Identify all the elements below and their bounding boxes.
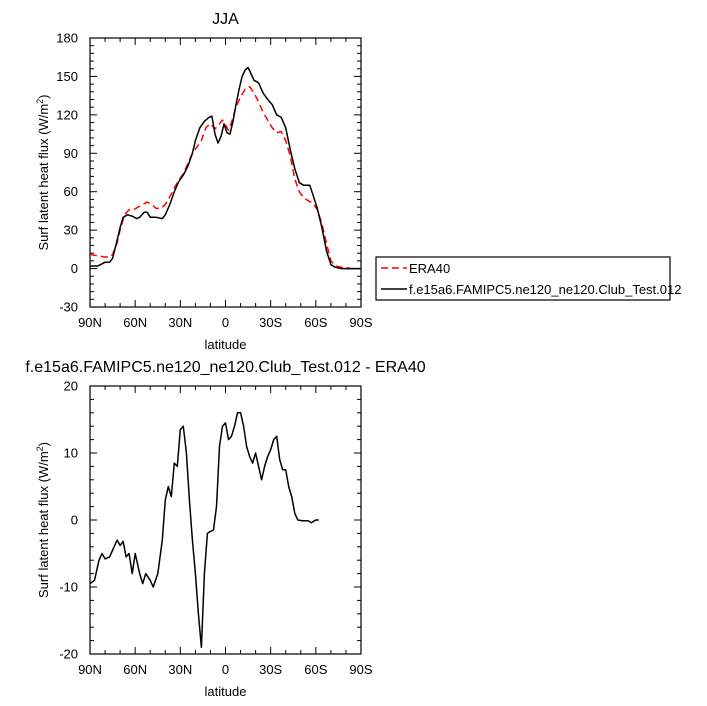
y-tick-label: 180 <box>56 31 78 46</box>
y-tick-label: -10 <box>59 580 78 595</box>
y-tick-label: 20 <box>64 379 78 394</box>
x-tick-label: 30S <box>259 662 282 677</box>
y-tick-label: 60 <box>64 184 78 199</box>
y-tick-label: 120 <box>56 107 78 122</box>
legend-box <box>375 256 671 301</box>
x-tick-label: 90S <box>349 662 372 677</box>
series-line-f-e15a6-famipc5-ne120-ne120-club-test-012 <box>90 66 361 270</box>
x-tick-label: 60S <box>304 315 327 330</box>
x-tick-label: 90S <box>349 315 372 330</box>
series-line-difference <box>89 412 319 649</box>
y-tick-label: 30 <box>64 223 78 238</box>
top-title: JJA <box>212 11 239 28</box>
y-tick-label: -30 <box>59 300 78 315</box>
y-tick-label: 150 <box>56 69 78 84</box>
x-tick-label: 90N <box>78 315 102 330</box>
series-line-era40 <box>89 85 361 270</box>
legend-label-model: f.e15a6.FAMIPC5.ne120_ne120.Club_Test.01… <box>409 282 681 297</box>
y-tick-label: 10 <box>64 446 78 461</box>
x-tick-label: 60N <box>123 662 147 677</box>
bottom-x-axis-label: latitude <box>205 684 247 699</box>
x-tick-label: 0 <box>222 315 229 330</box>
top-panel: JJA 90N 60N 30N 0 30S 60S 90S -30 0 30 60 90 120 150 1… <box>35 11 373 352</box>
bottom-title: f.e15a6.FAMIPC5.ne120_ne120.Club_Test.01… <box>25 359 425 376</box>
x-tick-label: 30S <box>259 315 282 330</box>
top-plot-frame <box>89 37 362 308</box>
top-x-axis-label: latitude <box>205 337 247 352</box>
x-tick-label: 90N <box>78 662 102 677</box>
x-tick-label: 30N <box>168 315 192 330</box>
legend-label-era40: ERA40 <box>409 261 450 276</box>
x-tick-label: 60N <box>123 315 147 330</box>
x-tick-label: 0 <box>222 662 229 677</box>
y-tick-label: 0 <box>71 261 78 276</box>
legend: ERA40 f.e15a6.FAMIPC5.ne120_ne120.Club_T… <box>375 256 681 301</box>
y-tick-label: 0 <box>71 513 78 528</box>
bottom-panel: f.e15a6.FAMIPC5.ne120_ne120.Club_Test.01… <box>25 359 425 699</box>
bottom-y-axis-label: Surf latent heat flux (W/m2) <box>35 442 51 598</box>
y-tick-label: -20 <box>59 647 78 662</box>
y-tick-label: 90 <box>64 146 78 161</box>
x-tick-label: 30N <box>168 662 192 677</box>
x-tick-label: 60S <box>304 662 327 677</box>
top-y-axis-label: Surf latent heat flux (W/m2) <box>35 94 51 250</box>
